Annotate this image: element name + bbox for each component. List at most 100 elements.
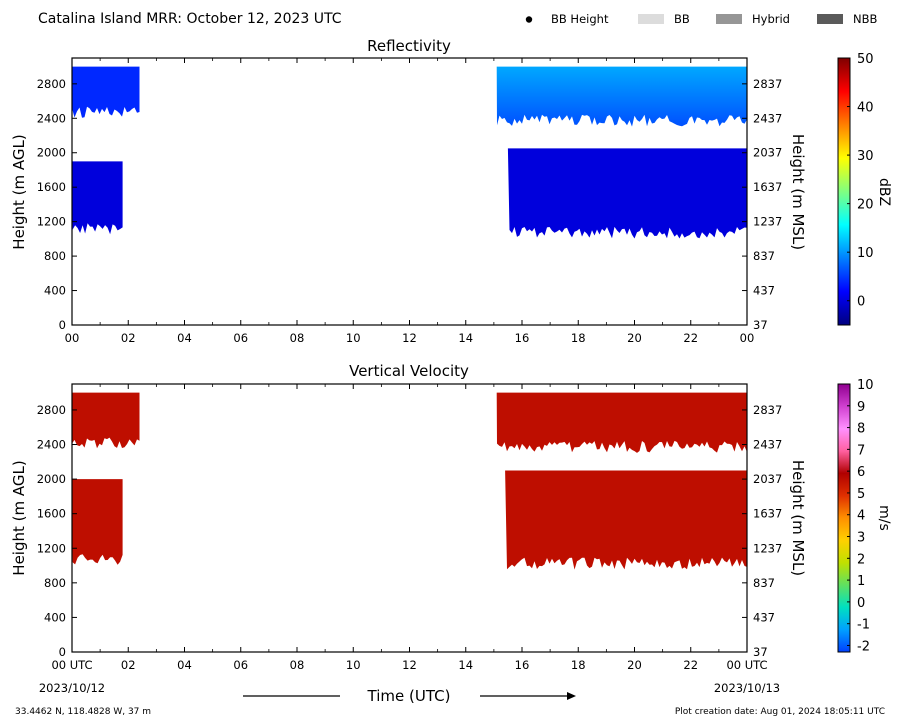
y-tick-label-right: 1237 bbox=[753, 541, 782, 555]
y-tick-label-right: 2837 bbox=[753, 77, 782, 91]
velocity-ylabel: Height (m AGL) bbox=[10, 460, 28, 575]
y-tick-label: 400 bbox=[44, 610, 66, 624]
reflectivity-ylabel-right: Height (m MSL) bbox=[789, 134, 807, 250]
x-tick-label: 16 bbox=[515, 331, 530, 345]
reflectivity-colorbar: 0 10 20 30 40 50 bbox=[837, 52, 874, 326]
x-tick-label: 10 bbox=[346, 658, 361, 672]
colorbar-tick-label: 0 bbox=[857, 295, 865, 310]
colorbar-tick-label: 10 bbox=[857, 378, 874, 393]
x-tick-label: 00 bbox=[65, 331, 80, 345]
colorbar-tick-label: 30 bbox=[857, 149, 874, 164]
start-date: 2023/10/12 bbox=[39, 681, 105, 695]
legend-bb-label: BB bbox=[674, 12, 690, 26]
legend-bb-swatch bbox=[638, 14, 664, 24]
colorbar-tick-label: 6 bbox=[857, 465, 865, 480]
echo-region bbox=[507, 148, 747, 239]
colorbar-ramp bbox=[837, 57, 851, 326]
end-date: 2023/10/13 bbox=[714, 681, 780, 695]
reflectivity-colorbar-label: dBZ bbox=[876, 178, 892, 206]
y-tick-label-right: 37 bbox=[753, 645, 768, 659]
colorbar-tick-label: 0 bbox=[857, 596, 865, 611]
y-tick-label: 2000 bbox=[37, 472, 66, 486]
x-tick-label: 10 bbox=[346, 331, 361, 345]
colorbar-tick-label: 10 bbox=[857, 246, 874, 261]
x-tick-label: 06 bbox=[233, 331, 248, 345]
colorbar-tick-label: 1 bbox=[857, 574, 865, 589]
y-tick-label: 2000 bbox=[37, 146, 66, 160]
colorbar-tick-label: 3 bbox=[857, 531, 865, 546]
x-tick-label: 12 bbox=[402, 658, 417, 672]
x-tick-label: 16 bbox=[515, 658, 530, 672]
y-tick-label-right: 1237 bbox=[753, 215, 782, 229]
colorbar-tick-label: 2 bbox=[857, 552, 865, 567]
y-tick-label-right: 2037 bbox=[753, 146, 782, 160]
y-tick-label: 2400 bbox=[37, 111, 66, 125]
reflectivity-title: Reflectivity bbox=[367, 37, 451, 55]
x-tick-label: 04 bbox=[177, 658, 192, 672]
y-tick-label: 1200 bbox=[37, 215, 66, 229]
velocity-colorbar-label: m/s bbox=[876, 505, 892, 531]
y-tick-label-right: 2837 bbox=[753, 403, 782, 417]
x-tick-label: 14 bbox=[458, 331, 473, 345]
legend-nbb-swatch bbox=[817, 14, 843, 24]
station-location: 33.4462 N, 118.4828 W, 37 m bbox=[15, 707, 151, 717]
velocity-ylabel-right: Height (m MSL) bbox=[789, 460, 807, 576]
echo-region bbox=[505, 470, 747, 570]
colorbar-ramp bbox=[837, 383, 851, 653]
echo-region bbox=[72, 161, 123, 235]
colorbar-tick-label: -2 bbox=[857, 639, 870, 654]
x-tick-label: 14 bbox=[458, 658, 473, 672]
colorbar-tick-label: -1 bbox=[857, 618, 870, 633]
velocity-title: Vertical Velocity bbox=[349, 362, 469, 380]
echo-region bbox=[496, 392, 747, 453]
x-tick-label: 00 UTC bbox=[726, 658, 767, 672]
y-tick-label-right: 2437 bbox=[753, 438, 782, 452]
y-tick-label-right: 37 bbox=[753, 318, 768, 332]
y-tick-label-right: 2437 bbox=[753, 111, 782, 125]
y-tick-label-right: 437 bbox=[753, 610, 775, 624]
legend-hybrid-swatch bbox=[716, 14, 742, 24]
y-tick-label-right: 2037 bbox=[753, 472, 782, 486]
x-tick-label: 22 bbox=[683, 331, 698, 345]
x-tick-label: 08 bbox=[290, 658, 305, 672]
y-tick-label: 1600 bbox=[37, 180, 66, 194]
y-tick-label-right: 437 bbox=[753, 284, 775, 298]
legend-bb-height-label: BB Height bbox=[551, 12, 609, 26]
colorbar-tick-label: 7 bbox=[857, 443, 865, 458]
figure-title: Catalina Island MRR: October 12, 2023 UT… bbox=[38, 11, 342, 27]
plot-creation-date: Plot creation date: Aug 01, 2024 18:05:1… bbox=[675, 707, 885, 717]
colorbar-tick-label: 5 bbox=[857, 487, 865, 502]
colorbar-tick-label: 20 bbox=[857, 198, 874, 213]
echo-region bbox=[72, 392, 140, 449]
x-tick-label: 02 bbox=[121, 331, 136, 345]
velocity-colorbar: -2 -1 0 1 2 3 4 5 6 7 8 9 10 bbox=[837, 378, 874, 654]
colorbar-tick-label: 8 bbox=[857, 422, 865, 437]
echo-region bbox=[72, 479, 123, 565]
x-tick-label: 20 bbox=[627, 331, 642, 345]
velocity-echo-regions bbox=[72, 392, 747, 570]
y-tick-label: 0 bbox=[59, 645, 66, 659]
colorbar-tick-label: 40 bbox=[857, 101, 874, 116]
y-tick-label: 400 bbox=[44, 284, 66, 298]
y-tick-label: 2800 bbox=[37, 77, 66, 91]
x-tick-label: 20 bbox=[627, 658, 642, 672]
y-tick-label: 1200 bbox=[37, 541, 66, 555]
header-legend: BB Height BB Hybrid NBB bbox=[525, 12, 877, 26]
y-tick-label: 800 bbox=[44, 249, 66, 263]
x-tick-label: 18 bbox=[571, 331, 586, 345]
x-tick-label: 06 bbox=[233, 658, 248, 672]
legend-nbb-label: NBB bbox=[853, 12, 877, 26]
legend-bb-height-dot bbox=[525, 16, 533, 23]
legend-hybrid-label: Hybrid bbox=[752, 12, 790, 26]
reflectivity-panel: Reflectivity 00 02 04 06 08 10 12 14 16 18 20 22 000… bbox=[10, 37, 892, 345]
x-tick-label: 00 UTC bbox=[51, 658, 92, 672]
reflectivity-echo-regions bbox=[72, 66, 747, 239]
y-tick-label-right: 837 bbox=[753, 576, 775, 590]
velocity-panel: Vertical Velocity 00 UTC 02 04 06 08 10 12 14 16… bbox=[10, 362, 892, 672]
y-tick-label-right: 837 bbox=[753, 249, 775, 263]
reflectivity-ylabel: Height (m AGL) bbox=[10, 134, 28, 249]
x-tick-label: 00 bbox=[740, 331, 755, 345]
